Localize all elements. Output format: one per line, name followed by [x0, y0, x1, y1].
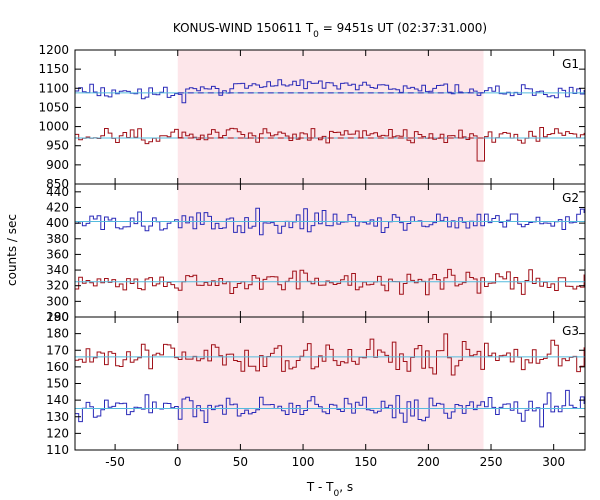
y-tick-label: 400: [46, 216, 69, 230]
series-g1-lower: [75, 127, 585, 162]
y-tick-label: 850: [46, 177, 69, 191]
y-tick-label: 1100: [38, 81, 69, 95]
panel-label: G3: [562, 324, 579, 338]
y-tick-label: 110: [46, 443, 69, 457]
x-tick-label: 100: [292, 455, 315, 469]
x-tick-label: 200: [417, 455, 440, 469]
y-tick-label: 320: [46, 279, 69, 293]
y-tick-label: 340: [46, 263, 69, 277]
y-tick-label: 360: [46, 247, 69, 261]
y-tick-label: 1050: [38, 100, 69, 114]
y-tick-label: 150: [46, 377, 69, 391]
x-tick-label: -50: [105, 455, 125, 469]
y-tick-label: 950: [46, 139, 69, 153]
y-tick-label: 900: [46, 158, 69, 172]
panel-g1: 850 900 950 1000 1050 1100 1150 1200 G1: [38, 43, 586, 191]
burst-interval-highlight: [177, 50, 484, 450]
y-tick-label: 1200: [38, 43, 69, 57]
y-tick-label: 380: [46, 232, 69, 246]
panel-g3: 110 120 130 140 150 160 170 180 190 -50 0 50 100 150 2…: [46, 310, 586, 469]
y-axis-title: counts / sec: [5, 214, 19, 286]
chart-title: KONUS-WIND 150611 T0 = 9451s UT (02:37:3…: [173, 21, 487, 40]
y-tick-label: 140: [46, 393, 69, 407]
series-g3-lower: [75, 333, 585, 376]
y-tick-label: 440: [46, 185, 69, 199]
x-tick-label: 250: [480, 455, 503, 469]
series-g2-upper: [75, 207, 585, 236]
y-tick-label: 1150: [38, 62, 69, 76]
y-tick-label: 180: [46, 327, 69, 341]
y-tick-label: 160: [46, 360, 69, 374]
series-g1-upper: [75, 79, 585, 104]
x-tick-label: 50: [233, 455, 248, 469]
series-g2-lower: [75, 268, 585, 296]
y-tick-label: 1000: [38, 120, 69, 134]
x-tick-label: 150: [354, 455, 377, 469]
panel-label: G1: [562, 57, 579, 71]
y-tick-label: 120: [46, 426, 69, 440]
y-tick-label: 300: [46, 294, 69, 308]
y-tick-label: 130: [46, 410, 69, 424]
y-tick-label: 190: [46, 310, 69, 324]
x-tick-label: 0: [174, 455, 182, 469]
panel-label: G2: [562, 191, 579, 205]
plot-layer: 85090095010001050110011501200G1280300320…: [38, 43, 586, 469]
x-tick-label: 300: [542, 455, 565, 469]
y-tick-label: 280: [46, 310, 69, 324]
y-tick-label: 170: [46, 343, 69, 357]
x-axis-title: T - T0, s: [306, 480, 353, 499]
series-g3-upper: [75, 389, 585, 428]
y-tick-label: 420: [46, 200, 69, 214]
